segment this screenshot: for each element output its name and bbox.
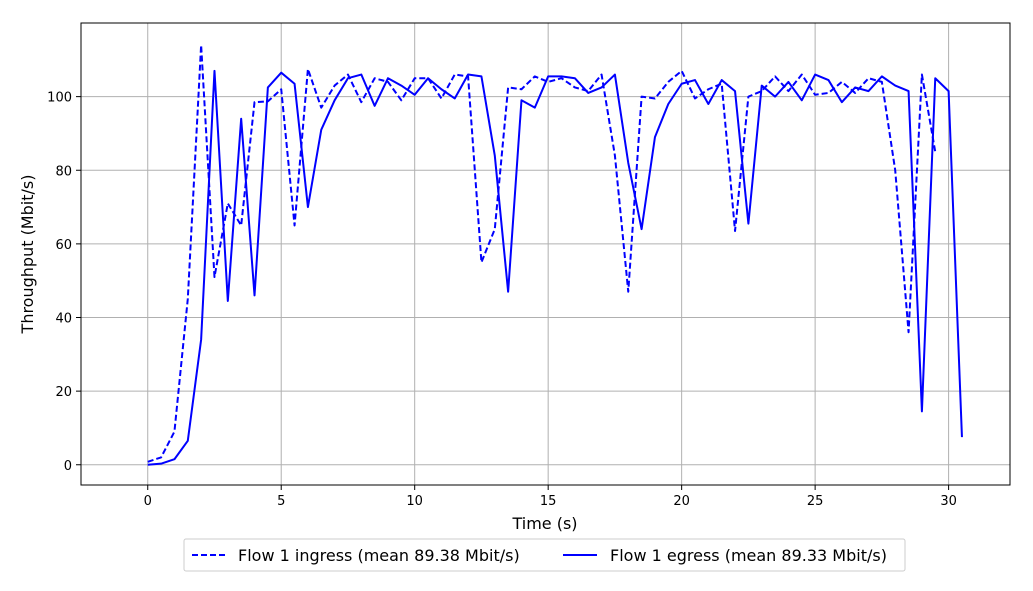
x-tick-label: 0 bbox=[144, 494, 152, 509]
x-axis-label: Time (s) bbox=[511, 514, 577, 533]
y-tick-label: 40 bbox=[55, 312, 72, 327]
legend-box bbox=[183, 538, 906, 572]
y-axis-label: Throughput (Mbit/s) bbox=[18, 175, 37, 335]
x-tick-label: 20 bbox=[673, 494, 690, 509]
y-tick-label: 100 bbox=[47, 91, 72, 106]
x-tick-label: 30 bbox=[940, 494, 957, 509]
y-tick-label: 60 bbox=[55, 238, 72, 253]
plot-frame bbox=[80, 22, 1011, 486]
series-line-egress bbox=[147, 69, 963, 466]
legend: Flow 1 ingress (mean 89.38 Mbit/s) Flow … bbox=[183, 538, 906, 572]
legend-label-ingress: Flow 1 ingress (mean 89.38 Mbit/s) bbox=[238, 546, 520, 565]
legend-label-egress: Flow 1 egress (mean 89.33 Mbit/s) bbox=[610, 546, 887, 565]
grid bbox=[81, 23, 1010, 485]
x-tick-label: 25 bbox=[807, 494, 824, 509]
y-tick-label: 80 bbox=[55, 164, 72, 179]
y-tick-label: 0 bbox=[64, 459, 72, 474]
x-tick-label: 15 bbox=[540, 494, 557, 509]
series-line-ingress bbox=[147, 44, 937, 463]
y-tick-label: 20 bbox=[55, 385, 72, 400]
x-tick-label: 10 bbox=[406, 494, 423, 509]
axis-ticks: 0 5 10 15 20 25 30 0 20 40 60 80 100 bbox=[47, 91, 957, 509]
x-tick-label: 5 bbox=[277, 494, 285, 509]
series-lines bbox=[147, 44, 963, 466]
